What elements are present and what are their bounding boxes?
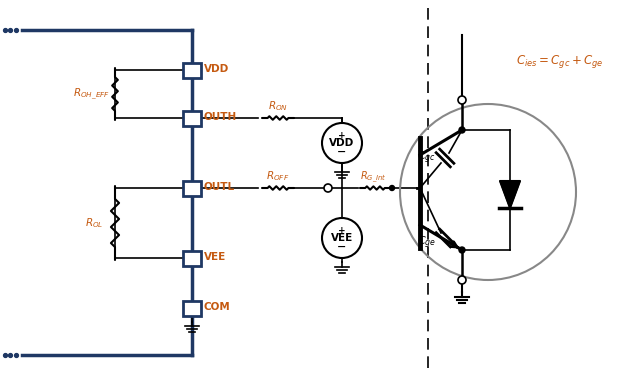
Text: $C_{ge}$: $C_{ge}$ — [417, 235, 436, 251]
Text: $R_{OH\_EFF}$: $R_{OH\_EFF}$ — [73, 86, 110, 102]
Circle shape — [324, 184, 332, 192]
Text: VDD: VDD — [204, 64, 229, 74]
Text: VEE: VEE — [331, 233, 353, 243]
Text: COM: COM — [204, 302, 230, 312]
Circle shape — [458, 96, 466, 104]
Bar — [183, 111, 201, 125]
Text: OUTH: OUTH — [204, 112, 238, 122]
Text: OUTL: OUTL — [204, 182, 235, 192]
Circle shape — [390, 185, 394, 191]
Circle shape — [459, 127, 465, 133]
Bar — [183, 251, 201, 266]
Circle shape — [458, 276, 466, 284]
Text: $R_{OL}$: $R_{OL}$ — [85, 216, 103, 230]
Text: $C_{ies}=C_{gc}+C_{ge}$: $C_{ies}=C_{gc}+C_{ge}$ — [516, 53, 603, 70]
Circle shape — [322, 218, 362, 258]
Text: $C_{gc}$: $C_{gc}$ — [417, 150, 436, 166]
Bar — [183, 301, 201, 315]
Circle shape — [459, 247, 465, 253]
Text: VDD: VDD — [329, 138, 354, 148]
Text: $R_{ON}$: $R_{ON}$ — [268, 99, 288, 113]
Text: $R_{OFF}$: $R_{OFF}$ — [266, 169, 290, 183]
Text: +: + — [338, 226, 346, 235]
Bar — [183, 180, 201, 196]
Text: $R_{G\_Int}$: $R_{G\_Int}$ — [360, 169, 386, 185]
Text: +: + — [338, 131, 346, 140]
Text: −: − — [337, 147, 347, 157]
Circle shape — [322, 123, 362, 163]
Polygon shape — [500, 181, 520, 208]
Bar — [183, 63, 201, 77]
Text: VEE: VEE — [204, 252, 226, 262]
Text: −: − — [337, 242, 347, 252]
